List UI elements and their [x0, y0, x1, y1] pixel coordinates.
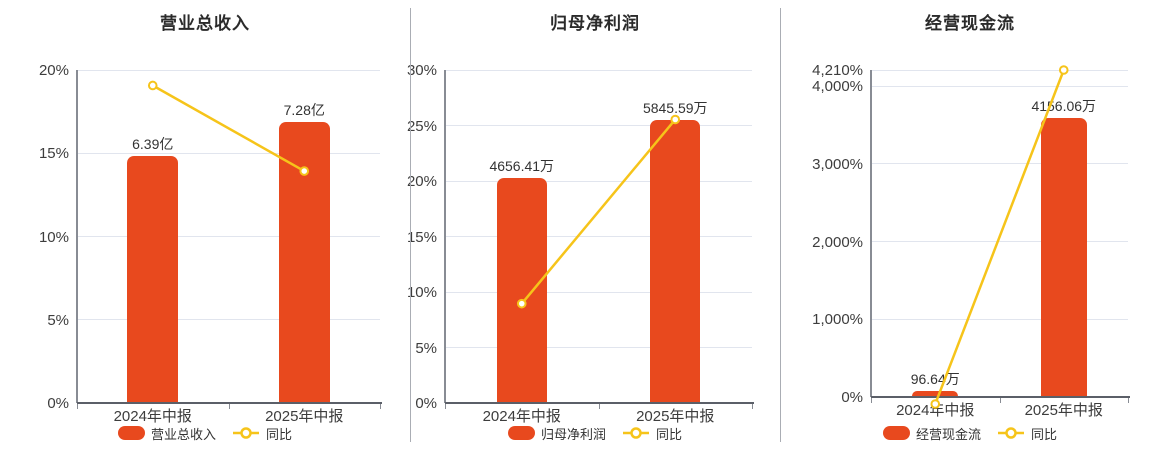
chart-title: 经营现金流 — [925, 14, 1015, 33]
line-series-marker-icon — [622, 426, 650, 440]
legend-label: 同比 — [1031, 426, 1058, 442]
y-gridline — [77, 319, 380, 321]
yoy-line-marker — [147, 80, 158, 91]
y-axis-tick-label: 5% — [47, 311, 69, 329]
x-axis-tick — [598, 404, 600, 409]
bar-2024年中报 — [912, 390, 959, 396]
chart-panel: 归母净利润 归母净利润 同比 0% 5% 10% 15% 20% 25% 30% 4656.4… — [407, 0, 780, 450]
y-gridline — [77, 69, 380, 71]
y-gridline — [445, 180, 752, 182]
bar-series-swatch-icon — [507, 426, 535, 440]
y-axis-tick-label: 10% — [38, 228, 69, 246]
y-axis-tick-label: 20% — [406, 173, 437, 190]
bar-value-label: 7.28亿 — [283, 101, 325, 118]
y-axis-line — [444, 70, 446, 403]
y-gridline — [445, 69, 752, 71]
line-series-marker-icon — [997, 426, 1025, 440]
bar-value-label: 5845.59万 — [642, 100, 708, 117]
y-axis-tick-label: 5% — [415, 339, 437, 357]
legend-item-line-series[interactable]: 同比 — [997, 424, 1057, 443]
line-series-marker-icon — [232, 426, 260, 440]
legend-item-line-series[interactable]: 同比 — [232, 424, 292, 443]
y-axis-tick-label: 3,000% — [812, 155, 863, 173]
y-axis-line — [76, 70, 78, 403]
y-axis-tick-label: 4,000% — [812, 78, 863, 96]
y-axis-tick-label: 25% — [406, 117, 437, 135]
y-axis-tick-label: 20% — [38, 62, 69, 79]
y-gridline — [77, 236, 380, 237]
bar-2024年中报 — [496, 177, 547, 402]
chart-title: 归母净利润 — [550, 14, 640, 33]
y-axis-tick-label: 0% — [47, 395, 69, 412]
bar-series-swatch-icon — [882, 426, 910, 440]
x-axis-category-label: 2024年中报 — [113, 408, 192, 425]
y-gridline — [445, 236, 752, 237]
y-axis-tick-label: 4,210% — [812, 62, 863, 79]
x-axis-line — [445, 402, 754, 404]
y-gridline — [445, 125, 752, 126]
bar-value-label: 4656.41万 — [489, 157, 555, 174]
x-axis-tick — [380, 404, 381, 409]
x-axis-category-label: 2025年中报 — [636, 408, 715, 425]
y-axis-tick-label: 15% — [38, 145, 69, 163]
bar-2025年中报 — [278, 121, 330, 402]
x-axis-tick — [228, 404, 230, 409]
legend-label: 同比 — [656, 426, 683, 442]
bar-2025年中报 — [650, 120, 701, 402]
y-gridline — [871, 85, 1128, 87]
bar-2024年中报 — [127, 156, 179, 402]
y-axis-tick-label: 0% — [415, 395, 437, 412]
legend-item-bar-series[interactable]: 归母净利润 — [507, 424, 606, 443]
x-axis-tick — [77, 404, 78, 409]
panel-divider — [410, 8, 411, 442]
y-axis-tick-label: 10% — [406, 284, 437, 301]
legend-label: 营业总收入 — [150, 426, 216, 442]
y-gridline — [871, 163, 1128, 165]
y-axis-tick-label: 1,000% — [812, 311, 863, 329]
bar-value-label: 4156.06万 — [1031, 98, 1097, 115]
chart-legend: 经营现金流 同比 — [780, 424, 1160, 442]
bar-2025年中报 — [1040, 118, 1087, 396]
x-axis-category-label: 2024年中报 — [482, 408, 561, 425]
y-gridline — [871, 69, 1128, 71]
x-axis-category-label: 2025年中报 — [265, 408, 344, 425]
chart-title: 营业总收入 — [160, 14, 250, 33]
x-axis-category-label: 2025年中报 — [1024, 402, 1103, 419]
y-axis-tick-label: 15% — [406, 228, 437, 246]
x-axis-tick — [871, 398, 872, 403]
yoy-line-series — [516, 114, 681, 309]
x-axis-tick — [752, 404, 753, 409]
legend-label: 同比 — [266, 426, 293, 442]
bar-value-label: 6.39亿 — [132, 136, 174, 153]
legend-label: 归母净利润 — [540, 426, 606, 442]
panel-divider — [780, 8, 781, 442]
x-axis-category-label: 2024年中报 — [896, 402, 975, 419]
x-axis-tick — [1128, 398, 1129, 403]
legend-label: 经营现金流 — [915, 426, 981, 442]
chart-panel: 营业总收入 营业总收入 同比 0% 5% 10% 15% 20% 6.39亿 7.28亿 20… — [0, 0, 410, 450]
y-axis-line — [870, 70, 872, 397]
chart-panel: 经营现金流 经营现金流 同比 0% 1,000% 2,000% 3,000% 4,000… — [780, 0, 1160, 450]
y-gridline — [871, 241, 1128, 243]
y-axis-tick-label: 2,000% — [812, 233, 863, 251]
y-axis-tick-label: 0% — [841, 389, 863, 406]
x-axis-line — [871, 396, 1130, 398]
bar-value-label: 96.64万 — [910, 370, 960, 387]
chart-legend: 营业总收入 同比 — [0, 424, 410, 442]
legend-item-line-series[interactable]: 同比 — [622, 424, 682, 443]
legend-item-bar-series[interactable]: 营业总收入 — [117, 424, 216, 443]
y-axis-tick-label: 30% — [406, 62, 437, 79]
y-gridline — [445, 347, 752, 348]
x-axis-tick — [445, 404, 446, 409]
y-gridline — [445, 291, 752, 293]
y-gridline — [871, 318, 1128, 320]
x-axis-line — [77, 402, 382, 404]
chart-legend: 归母净利润 同比 — [410, 424, 780, 442]
legend-item-bar-series[interactable]: 经营现金流 — [882, 424, 981, 443]
bar-series-swatch-icon — [117, 426, 145, 440]
